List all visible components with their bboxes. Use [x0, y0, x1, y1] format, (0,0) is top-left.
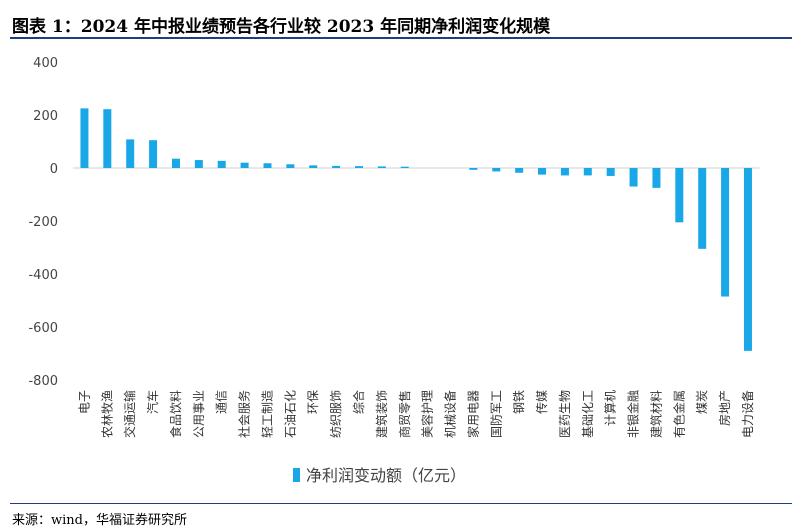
bar [583, 168, 592, 176]
bar [400, 166, 409, 168]
bar [377, 166, 386, 168]
title-rule [10, 37, 792, 39]
bar [286, 164, 295, 168]
x-tick-label: 房地产 [717, 390, 732, 426]
source-rule [10, 503, 792, 504]
bar [194, 160, 203, 168]
bar-chart: 400 200 0 -200 -400 -600 -800 电子 农林牧渔 交通运输 汽车 食品饮料… [28, 56, 760, 485]
x-tick-label: 汽车 [145, 390, 160, 414]
bar [629, 168, 638, 187]
x-tick-label: 食品饮料 [168, 390, 183, 438]
x-tick-label: 轻工制造 [260, 390, 274, 438]
y-tick-label: -800 [28, 374, 58, 389]
bar [743, 168, 752, 351]
y-axis: 400 200 0 -200 -400 -600 -800 [28, 56, 58, 389]
x-tick-label: 石油石化 [283, 390, 297, 438]
x-tick-label: 电子 [77, 390, 91, 414]
x-tick-label: 建筑材料 [648, 390, 663, 438]
bar [560, 168, 569, 176]
bar [469, 168, 478, 170]
x-tick-label: 钢铁 [512, 390, 526, 414]
x-tick-label: 交通运输 [122, 390, 137, 438]
x-tick-label: 有色金属 [671, 390, 686, 438]
bar [309, 165, 318, 168]
chart-title: 图表 1：2024 年中报业绩预告各行业较 2023 年同期净利润变化规模 [12, 17, 551, 37]
x-axis: 电子 农林牧渔 交通运输 汽车 食品饮料 公用事业 通信 社会服务 轻工制造 石油石化 环保 纺织服饰… [77, 390, 755, 438]
y-tick-label: 400 [33, 56, 58, 71]
bar [217, 160, 226, 168]
bar [332, 165, 341, 168]
x-tick-label: 公用事业 [192, 390, 206, 438]
x-tick-label: 环保 [306, 390, 320, 414]
bar [126, 139, 135, 168]
bar [538, 168, 547, 175]
x-tick-label: 家用电器 [465, 390, 480, 438]
x-tick-label: 国防军工 [488, 390, 503, 438]
bar [355, 166, 363, 168]
legend: 净利润变动额（亿元） [293, 466, 466, 485]
x-tick-label: 煤炭 [695, 390, 709, 414]
x-tick-label: 电力设备 [741, 390, 755, 438]
x-tick-label: 通信 [215, 390, 229, 414]
bars [80, 108, 752, 351]
x-tick-label: 医药生物 [558, 390, 572, 438]
bar [652, 168, 661, 188]
x-tick-label: 社会服务 [237, 390, 252, 438]
x-tick-label: 纺织服饰 [329, 390, 343, 438]
x-tick-label: 农林牧渔 [100, 390, 114, 438]
bar [492, 168, 501, 172]
x-tick-label: 传媒 [534, 390, 549, 414]
bar [149, 140, 158, 168]
bar [171, 158, 180, 168]
y-tick-label: -600 [28, 321, 58, 336]
x-tick-label: 商贸零售 [397, 390, 412, 438]
y-tick-label: -200 [28, 215, 58, 230]
x-tick-label: 非银金融 [626, 390, 641, 438]
x-tick-label: 机械设备 [443, 390, 458, 438]
x-tick-label: 美容护理 [420, 390, 435, 438]
bar [515, 168, 524, 173]
y-tick-label: -400 [28, 268, 58, 283]
bar [698, 168, 707, 249]
x-tick-label: 计算机 [603, 390, 618, 426]
x-tick-label: 建筑装饰 [374, 390, 389, 438]
x-tick-label: 基础化工 [581, 390, 595, 438]
legend-label: 净利润变动额（亿元） [306, 466, 466, 485]
source-note: 来源：wind，华福证券研究所 [12, 513, 187, 528]
legend-swatch [293, 468, 300, 482]
y-tick-label: 0 [50, 162, 58, 177]
bar [721, 168, 730, 297]
bar [80, 108, 89, 168]
bar [103, 109, 112, 168]
y-tick-label: 200 [33, 109, 58, 124]
bar [606, 168, 615, 176]
bar [263, 163, 272, 168]
bar [675, 168, 684, 223]
bar [240, 162, 249, 168]
x-tick-label: 综合 [351, 390, 366, 414]
